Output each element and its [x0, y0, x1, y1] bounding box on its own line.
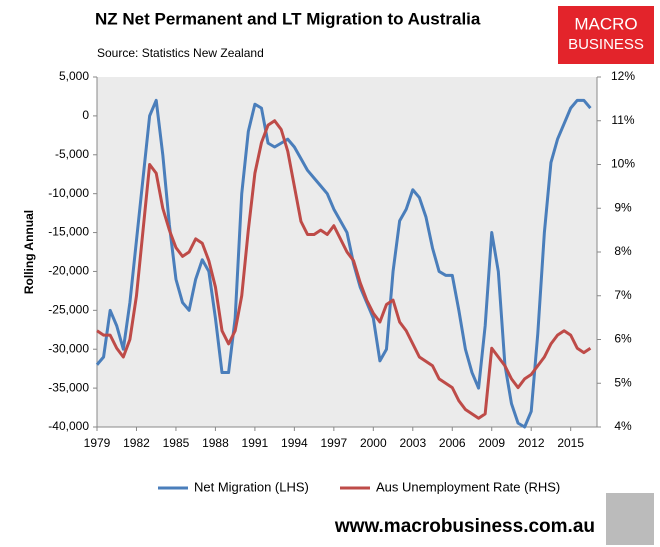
x-tick-label: 2015	[557, 436, 584, 450]
y-tick-label: 0	[82, 108, 89, 122]
y2-tick-label: 4%	[614, 419, 632, 433]
x-tick-label: 2009	[478, 436, 505, 450]
x-tick-label: 2012	[518, 436, 545, 450]
y-tick-label: -35,000	[48, 380, 89, 394]
subtitle: Source: Statistics New Zealand	[97, 46, 264, 60]
line-series	[96, 119, 592, 420]
y-tick-label: -15,000	[48, 225, 89, 239]
x-tick-label: 1991	[242, 436, 269, 450]
legend-label: Aus Unemployment Rate (RHS)	[376, 479, 560, 494]
x-tick-label: 1997	[320, 436, 347, 450]
x-tick-label: 2006	[439, 436, 466, 450]
x-tick-label: 1988	[202, 436, 229, 450]
y2-tick-label: 7%	[614, 288, 632, 302]
y-tick-label: -25,000	[48, 303, 89, 317]
y-tick-label: 5,000	[59, 69, 89, 83]
x-tick-label: 1982	[123, 436, 150, 450]
y2-tick-label: 6%	[614, 332, 632, 346]
y-tick-label: -10,000	[48, 186, 89, 200]
x-tick-label: 1985	[163, 436, 190, 450]
logo-text: MACRO	[574, 14, 637, 33]
x-tick-label: 1994	[281, 436, 308, 450]
x-tick-label: 2003	[399, 436, 426, 450]
y-tick-label: -5,000	[55, 147, 89, 161]
wolf-icon	[606, 493, 654, 545]
y-tick-label: -40,000	[48, 419, 89, 433]
y2-tick-label: 11%	[611, 113, 634, 127]
chart-title: NZ Net Permanent and LT Migration to Aus…	[95, 9, 481, 28]
x-tick-label: 2000	[360, 436, 387, 450]
legend-label: Net Migration (LHS)	[194, 479, 309, 494]
y2-tick-label: 5%	[614, 375, 632, 389]
line-series	[95, 98, 592, 429]
y2-tick-label: 10%	[611, 157, 635, 171]
logo-text: BUSINESS	[568, 36, 644, 53]
logo-box	[558, 6, 654, 64]
footer: www.macrobusiness.com.au	[334, 516, 595, 537]
y-tick-label: -20,000	[48, 264, 89, 278]
y2-tick-label: 8%	[614, 244, 632, 258]
y-tick-label: -30,000	[48, 341, 89, 355]
y-axis-label: Rolling Annual	[22, 210, 36, 294]
x-tick-label: 1979	[84, 436, 111, 450]
y2-tick-label: 9%	[614, 200, 632, 214]
y2-tick-label: 12%	[611, 69, 635, 83]
